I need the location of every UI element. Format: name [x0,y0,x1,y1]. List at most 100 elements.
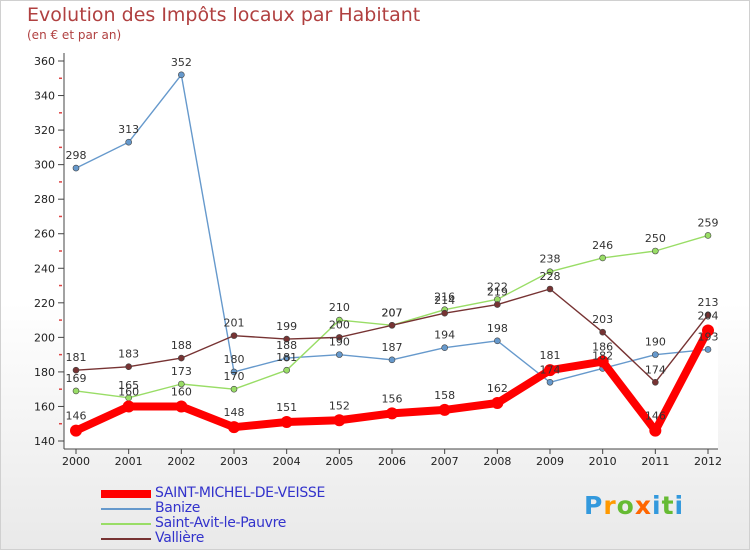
data-label: 352 [171,56,192,69]
x-tick-label: 2011 [641,455,669,468]
data-label: 188 [276,339,297,352]
legend-label: Banize [155,500,201,516]
data-label: 151 [276,401,297,414]
y-tick-label: 160 [34,400,55,413]
data-label: 210 [329,301,350,314]
y-tick-label: 260 [34,228,55,241]
data-point [702,324,714,337]
brand-letter: P [584,491,604,520]
data-label: 174 [540,363,561,376]
data-point [441,309,448,317]
data-point [72,164,80,172]
axes: 140 160 180 200 220 240 260 280 300 320 340 360 2000… [34,53,722,468]
data-label: 169 [66,372,87,385]
data-point [178,380,185,388]
x-tick-label: 2005 [325,455,353,468]
data-label: 228 [540,270,561,283]
data-point [178,354,185,362]
data-label: 160 [171,385,192,398]
data-label: 181 [66,351,87,364]
data-label: 183 [118,348,139,361]
data-point [388,356,396,364]
x-tick-label: 2012 [694,455,722,468]
data-label: 165 [118,379,139,392]
y-tick-label: 140 [34,435,55,448]
y-tick-label: 360 [34,55,55,68]
data-label: 181 [276,351,297,364]
y-tick-label: 200 [34,331,55,344]
data-point [494,301,501,308]
x-tick-label: 2004 [273,455,301,468]
chart-subtitle: (en € et par an) [27,28,122,42]
data-point [652,351,659,358]
data-point [652,378,659,386]
x-tick-label: 2003 [220,455,248,468]
data-label: 203 [592,313,613,326]
data-label: 207 [382,306,403,319]
data-label: 170 [224,370,245,383]
data-point [599,254,606,262]
data-point [175,400,188,413]
data-label: 207 [382,306,403,319]
data-point [546,285,554,293]
data-point [72,366,80,374]
data-label: 313 [118,123,139,136]
data-point [336,316,343,324]
data-label: 146 [645,410,666,423]
data-label: 190 [329,336,350,349]
data-point [704,232,712,239]
brand-letter: i [652,491,662,520]
data-point [230,385,238,393]
x-tick-label: 2007 [431,455,459,468]
data-label: 173 [171,365,192,378]
x-tick-label: 2010 [589,455,617,468]
data-point [546,268,554,276]
data-point [388,321,396,329]
legend-item: Vallière [101,530,401,546]
data-label: 193 [698,330,719,343]
data-label: 214 [434,294,455,307]
data-label: 213 [698,296,719,309]
data-label: 259 [698,216,719,229]
data-point [230,368,238,376]
data-label: 204 [698,309,719,322]
data-label: 219 [487,286,508,299]
data-point [178,71,185,79]
legend-swatch [101,508,151,510]
data-label: 188 [171,339,192,352]
data-point [125,138,132,146]
data-label: 146 [66,410,87,423]
legend-item: Saint-Avit-le-Pauvre [101,515,401,531]
series-saint-michel-de-veisse [70,324,714,437]
y-tick-label: 180 [34,366,55,379]
x-tick-label: 2001 [115,455,143,468]
data-label: 158 [434,389,455,402]
data-point [704,346,712,353]
data-label: 181 [540,349,561,362]
data-label: 222 [487,280,508,293]
data-point [441,344,448,352]
data-label: 200 [329,318,350,331]
data-point [283,335,290,343]
y-tick-label: 320 [34,124,55,137]
legend: SAINT-MICHEL-DE-VEISSE Banize Saint-Avit-l… [101,485,401,546]
data-point [599,328,606,336]
data-point [230,332,238,339]
legend-swatch [101,538,151,540]
data-point [280,416,293,428]
brand-letter: t [661,491,675,520]
series-layer [70,71,714,437]
x-tick-label: 2000 [62,455,90,468]
data-point [544,364,556,377]
data-label: 198 [487,322,508,335]
data-label: 187 [382,341,403,354]
x-tick-label: 2006 [378,455,406,468]
data-point [491,397,504,409]
series-valli-re [72,285,712,386]
data-label: 162 [487,382,508,395]
data-point [649,424,662,437]
legend-label: Vallière [155,530,205,546]
data-point [546,378,554,386]
data-label: 156 [382,392,403,405]
